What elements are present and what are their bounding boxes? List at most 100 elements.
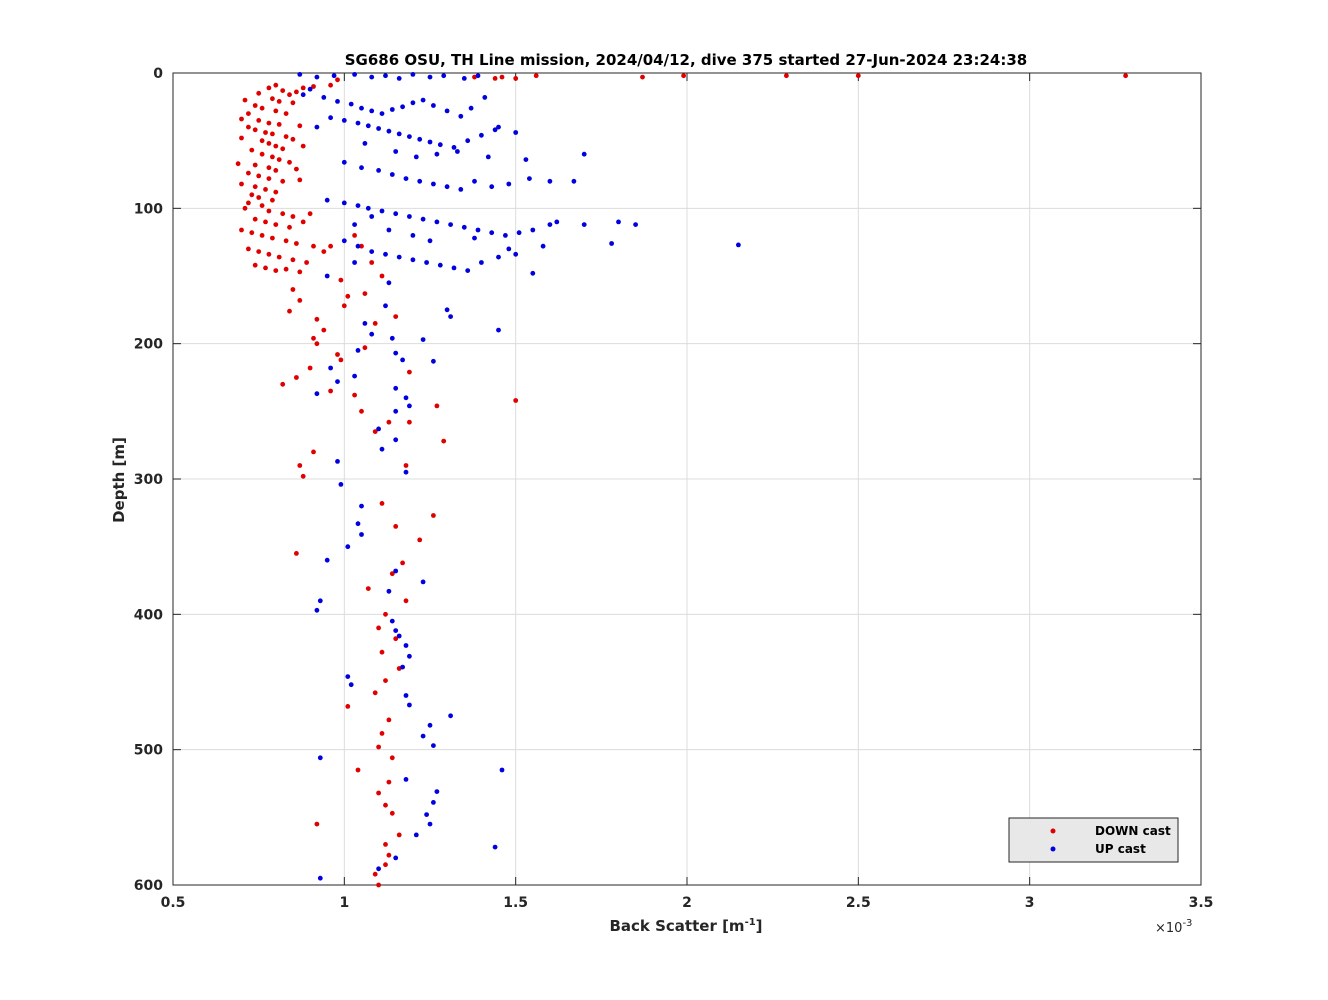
data-point: [369, 331, 375, 337]
data-point: [266, 85, 272, 91]
data-point: [472, 178, 477, 184]
data-point: [328, 115, 333, 121]
x-tick-label: 2: [682, 895, 692, 911]
data-point: [376, 866, 381, 872]
data-point: [352, 222, 357, 228]
data-point: [362, 321, 368, 326]
data-point: [376, 126, 381, 131]
data-point: [547, 222, 553, 228]
data-point: [389, 810, 395, 816]
data-point: [273, 108, 279, 114]
data-point: [338, 357, 344, 363]
data-point: [359, 105, 364, 111]
data-point: [273, 82, 279, 88]
data-point: [444, 108, 450, 114]
data-point: [492, 76, 498, 81]
data-point: [489, 184, 495, 190]
data-point: [355, 120, 361, 126]
legend: DOWN cast UP cast: [1008, 817, 1179, 863]
data-point: [379, 111, 385, 116]
x-multiplier-base: ×10: [1155, 921, 1182, 936]
data-point: [403, 643, 409, 648]
data-point: [389, 107, 395, 112]
data-point: [283, 238, 289, 244]
data-point: [270, 235, 275, 241]
data-point: [311, 335, 316, 341]
data-point: [331, 73, 337, 79]
data-point: [276, 99, 282, 104]
data-point: [338, 277, 344, 283]
data-point: [431, 513, 436, 518]
data-point: [506, 246, 512, 252]
data-point: [270, 197, 275, 203]
data-point: [437, 262, 443, 268]
data-point: [386, 227, 392, 233]
y-tick-label: 300: [134, 472, 163, 488]
data-point: [461, 76, 467, 81]
data-point: [386, 419, 392, 425]
data-point: [359, 408, 364, 414]
data-point: [287, 308, 292, 314]
data-point: [266, 141, 272, 146]
data-point: [396, 76, 402, 81]
data-point: [479, 132, 484, 138]
legend-marker-down: [1050, 828, 1056, 834]
data-point: [420, 97, 426, 103]
data-point: [263, 219, 268, 225]
data-point: [341, 238, 347, 244]
data-point: [540, 243, 546, 249]
data-point: [256, 195, 262, 200]
data-point: [355, 767, 361, 773]
data-point: [393, 350, 399, 356]
data-point: [633, 222, 638, 228]
data-point: [420, 733, 426, 739]
data-point: [290, 214, 296, 219]
data-point: [345, 674, 351, 679]
data-point: [311, 243, 316, 249]
data-point: [407, 214, 412, 219]
data-point: [581, 222, 587, 228]
data-point: [417, 537, 423, 543]
data-point: [410, 72, 416, 77]
data-point: [640, 74, 645, 80]
data-point: [448, 314, 453, 319]
data-point: [451, 145, 457, 150]
data-point: [492, 844, 498, 850]
data-point: [485, 154, 491, 160]
data-point: [855, 73, 861, 79]
data-point: [335, 99, 340, 104]
data-point: [297, 123, 303, 129]
data-point: [736, 242, 741, 248]
legend-label-up: UP cast: [1095, 842, 1146, 856]
x-tick-label: 2.5: [846, 895, 871, 911]
data-point: [513, 251, 519, 257]
data-point: [496, 124, 501, 130]
data-point: [283, 134, 289, 140]
data-point: [461, 224, 467, 230]
data-point: [276, 254, 282, 260]
data-point: [376, 744, 381, 750]
data-point: [359, 503, 364, 509]
data-point: [362, 141, 368, 146]
data-point: [389, 618, 395, 624]
x-axis-title-end: ]: [756, 917, 763, 935]
data-point: [252, 216, 258, 222]
y-tick-label: 400: [134, 607, 163, 623]
data-point: [431, 800, 436, 805]
data-point: [413, 832, 419, 838]
data-point: [246, 200, 251, 206]
x-multiplier-exponent: -3: [1182, 918, 1192, 929]
data-point: [239, 227, 244, 233]
x-axis-title: Back Scatter [m-1]: [609, 917, 762, 935]
data-point: [362, 291, 368, 296]
data-point: [420, 337, 426, 342]
data-point: [314, 74, 320, 80]
data-point: [246, 170, 251, 176]
data-point: [410, 233, 416, 238]
data-point: [300, 85, 306, 91]
data-point: [266, 176, 272, 182]
data-point: [259, 138, 265, 144]
data-point: [372, 321, 378, 326]
data-point: [465, 268, 471, 273]
